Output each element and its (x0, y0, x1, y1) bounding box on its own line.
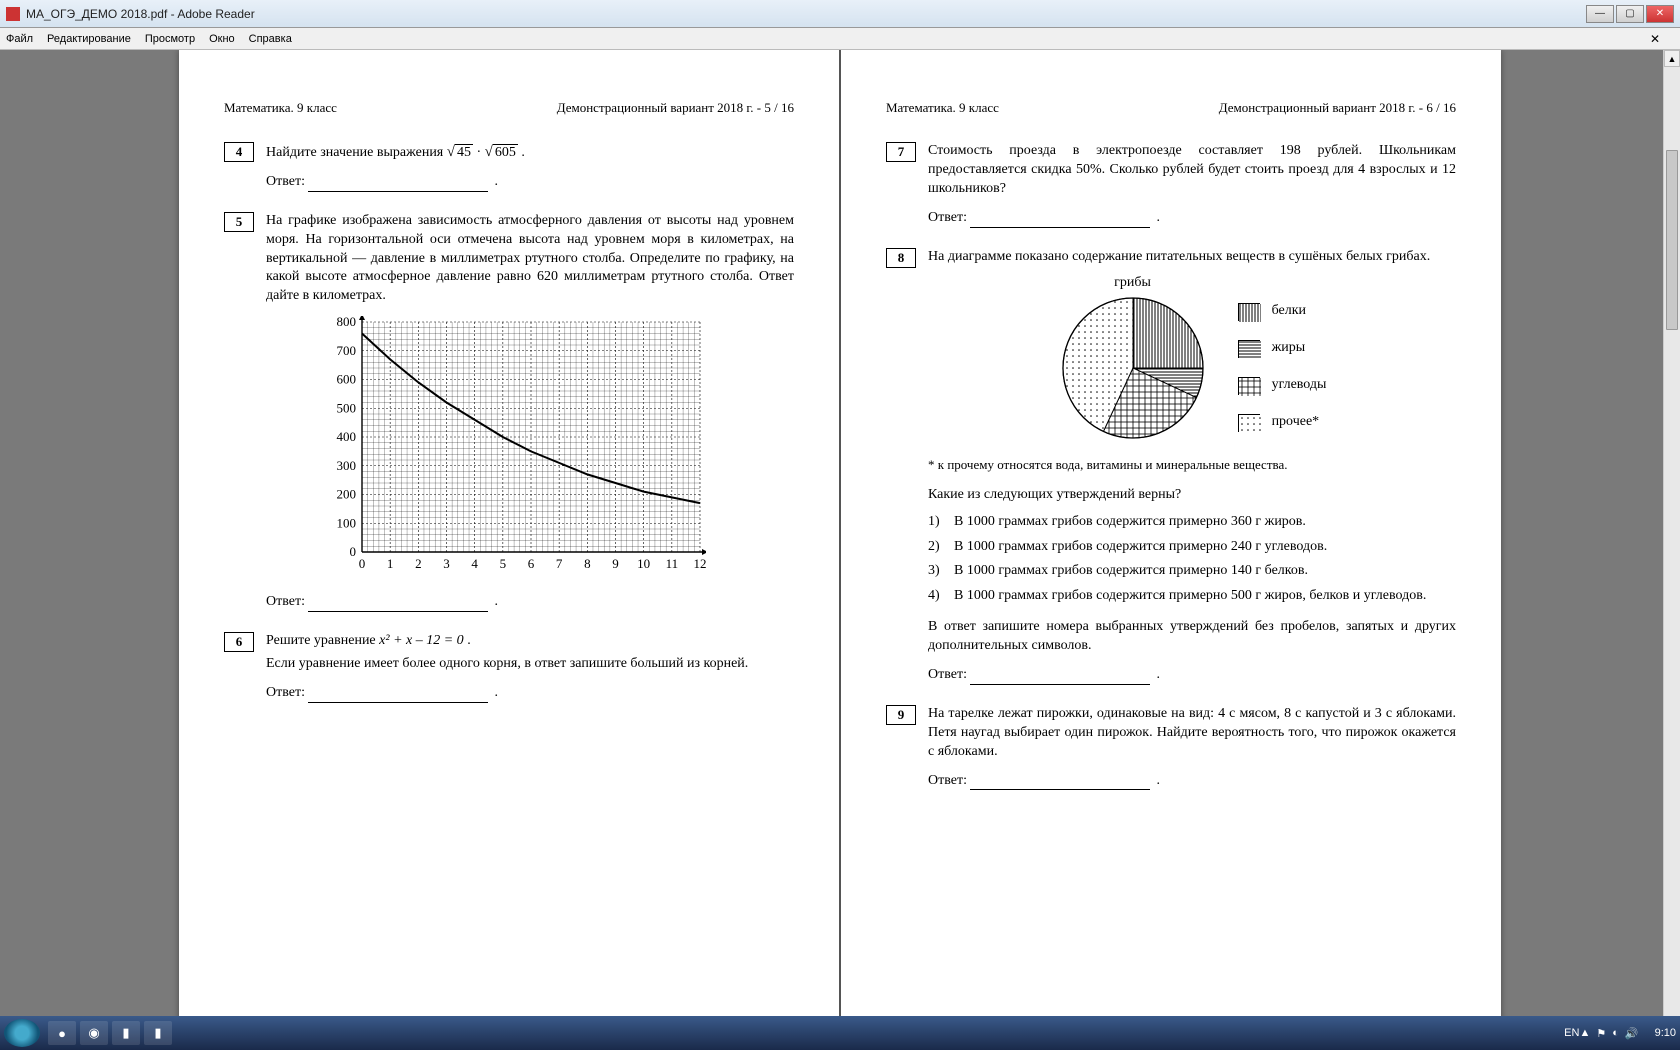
svg-text:7: 7 (556, 556, 563, 571)
svg-text:100: 100 (337, 515, 357, 530)
menu-window[interactable]: Окно (209, 33, 235, 45)
task-5: 5 На графике изображена зависимость атмо… (224, 212, 794, 612)
task-6: 6 Решите уравнение x² + x – 12 = 0 . Есл… (224, 632, 794, 703)
svg-text:400: 400 (337, 429, 357, 444)
tray-icon[interactable]: 🔊 (1625, 1027, 1639, 1040)
tray-icon[interactable]: ◐ (1612, 1027, 1619, 1039)
task-text: На тарелке лежат пирожки, одинаковые на … (928, 705, 1456, 762)
menu-edit[interactable]: Редактирование (47, 33, 131, 45)
svg-text:8: 8 (584, 556, 591, 571)
system-tray[interactable]: ▲ ⚑ ◐ 🔊 (1579, 1027, 1638, 1040)
start-button[interactable] (4, 1019, 40, 1047)
svg-text:500: 500 (337, 400, 357, 415)
svg-text:6: 6 (528, 556, 535, 571)
answer-blank (308, 178, 488, 192)
svg-text:3: 3 (443, 556, 450, 571)
svg-text:11: 11 (666, 556, 679, 571)
menu-view[interactable]: Просмотр (145, 33, 195, 45)
task-8: 8 На диаграмме показано содержание питат… (886, 248, 1456, 685)
svg-text:0: 0 (359, 556, 366, 571)
maximize-button[interactable]: ▢ (1616, 5, 1644, 23)
task-number: 7 (886, 142, 916, 162)
svg-text:2: 2 (415, 556, 422, 571)
answer-blank (970, 671, 1150, 685)
page-5: Математика. 9 класс Демонстрационный вар… (179, 50, 839, 930)
task-number: 6 (224, 632, 254, 652)
close-button[interactable]: ✕ (1646, 5, 1674, 23)
menu-file[interactable]: Файл (6, 33, 33, 45)
app-icon (6, 7, 20, 21)
page-header-left: Математика. 9 класс (886, 100, 999, 116)
task-4: 4 Найдите значение выражения √45 · √605 … (224, 142, 794, 192)
legend-swatch-fats (1238, 340, 1260, 358)
pie-footnote: * к прочему относятся вода, витамины и м… (928, 456, 1456, 474)
minimize-button[interactable]: — (1586, 5, 1614, 23)
tray-icon[interactable]: ▲ (1579, 1027, 1590, 1039)
svg-text:4: 4 (471, 556, 478, 571)
legend-swatch-carbs (1238, 377, 1260, 395)
task-number: 5 (224, 212, 254, 232)
svg-text:5: 5 (500, 556, 507, 571)
answer-blank (308, 689, 488, 703)
taskbar[interactable]: ● ◉ ▮ ▮ EN ▲ ⚑ ◐ 🔊 9:10 (0, 1016, 1680, 1050)
answer-blank (970, 214, 1150, 228)
pie-chart (1058, 293, 1208, 443)
task-number: 8 (886, 248, 916, 268)
pie-legend: белки жиры углеводы прочее* (1238, 302, 1327, 450)
svg-text:1: 1 (387, 556, 394, 571)
scroll-thumb[interactable] (1666, 150, 1678, 330)
svg-text:200: 200 (337, 487, 357, 502)
svg-text:10: 10 (637, 556, 650, 571)
svg-text:12: 12 (694, 556, 707, 571)
pie-title: грибы (1058, 274, 1208, 293)
page-header-right: Демонстрационный вариант 2018 г. - 6 / 1… (1219, 100, 1456, 116)
window-title: МА_ОГЭ_ДЕМО 2018.pdf - Adobe Reader (26, 7, 255, 21)
taskbar-lang[interactable]: EN (1564, 1027, 1579, 1039)
task-note: Если уравнение имеет более одного корня,… (266, 655, 794, 674)
menubar: Файл Редактирование Просмотр Окно Справк… (0, 28, 1680, 50)
vertical-scrollbar[interactable]: ▲ ▼ (1663, 50, 1680, 1050)
svg-text:0: 0 (350, 544, 357, 559)
svg-text:300: 300 (337, 458, 357, 473)
svg-text:800: 800 (337, 316, 357, 329)
task-9: 9 На тарелке лежат пирожки, одинаковые н… (886, 705, 1456, 791)
task-text: Стоимость проезда в электропоезде состав… (928, 142, 1456, 199)
page-header-right: Демонстрационный вариант 2018 г. - 5 / 1… (557, 100, 794, 116)
answer-label: Ответ: (266, 174, 305, 189)
taskbar-app-reader[interactable]: ▮ (144, 1021, 172, 1045)
task-number: 9 (886, 705, 916, 725)
taskbar-app-explorer[interactable]: ▮ (112, 1021, 140, 1045)
task-number: 4 (224, 142, 254, 162)
page-6: Математика. 9 класс Демонстрационный вар… (841, 50, 1501, 930)
scroll-up-button[interactable]: ▲ (1664, 50, 1680, 67)
task-question: Какие из следующих утверждений верны? (928, 486, 1456, 505)
answer-blank (970, 776, 1150, 790)
titlebar: МА_ОГЭ_ДЕМО 2018.pdf - Adobe Reader — ▢ … (0, 0, 1680, 28)
answer-blank (308, 598, 488, 612)
tray-icon[interactable]: ⚑ (1596, 1027, 1606, 1040)
task-text: На графике изображена зависимость атмосф… (266, 212, 794, 306)
statements-list: 1)В 1000 граммах грибов содержится приме… (928, 513, 1456, 607)
menu-help[interactable]: Справка (249, 33, 292, 45)
svg-text:700: 700 (337, 343, 357, 358)
pressure-chart: 0123456789101112010020030040050060070080… (326, 316, 794, 583)
task-7: 7 Стоимость проезда в электропоезде сост… (886, 142, 1456, 228)
pdf-viewer: Математика. 9 класс Демонстрационный вар… (0, 50, 1680, 1050)
taskbar-clock[interactable]: 9:10 (1655, 1027, 1676, 1039)
taskbar-app-1[interactable]: ● (48, 1021, 76, 1045)
page-header-left: Математика. 9 класс (224, 100, 337, 116)
svg-text:600: 600 (337, 372, 357, 387)
legend-swatch-other (1238, 414, 1260, 432)
svg-text:9: 9 (612, 556, 619, 571)
doc-close-button[interactable]: ✕ (1650, 32, 1660, 46)
task-text: На диаграмме показано содержание питател… (928, 248, 1456, 267)
legend-swatch-proteins (1238, 303, 1260, 321)
taskbar-app-chrome[interactable]: ◉ (80, 1021, 108, 1045)
task-instruction: В ответ запишите номера выбранных утверж… (928, 618, 1456, 656)
